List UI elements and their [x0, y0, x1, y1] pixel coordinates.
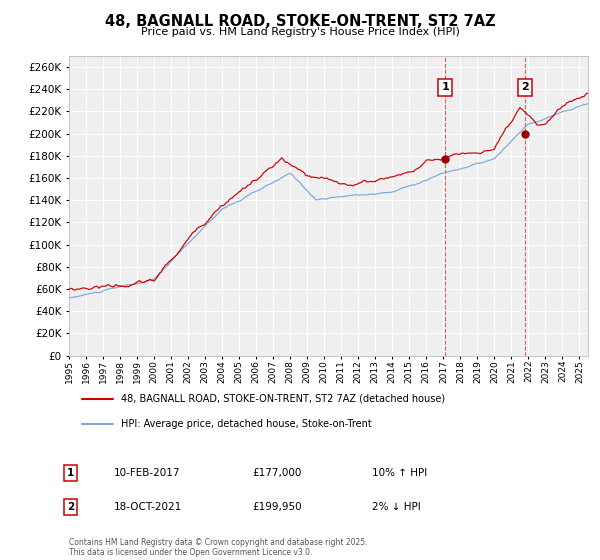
Text: 1: 1 [67, 468, 74, 478]
Text: 2: 2 [521, 82, 529, 92]
Text: £177,000: £177,000 [252, 468, 301, 478]
Text: 18-OCT-2021: 18-OCT-2021 [114, 502, 182, 512]
Text: HPI: Average price, detached house, Stoke-on-Trent: HPI: Average price, detached house, Stok… [121, 419, 371, 430]
Text: 2% ↓ HPI: 2% ↓ HPI [372, 502, 421, 512]
Text: 10% ↑ HPI: 10% ↑ HPI [372, 468, 427, 478]
Text: 48, BAGNALL ROAD, STOKE-ON-TRENT, ST2 7AZ: 48, BAGNALL ROAD, STOKE-ON-TRENT, ST2 7A… [104, 14, 496, 29]
Text: Contains HM Land Registry data © Crown copyright and database right 2025.
This d: Contains HM Land Registry data © Crown c… [69, 538, 367, 557]
Text: 48, BAGNALL ROAD, STOKE-ON-TRENT, ST2 7AZ (detached house): 48, BAGNALL ROAD, STOKE-ON-TRENT, ST2 7A… [121, 394, 445, 404]
Text: £199,950: £199,950 [252, 502, 302, 512]
Text: 2: 2 [67, 502, 74, 512]
Text: 1: 1 [442, 82, 449, 92]
Text: Price paid vs. HM Land Registry's House Price Index (HPI): Price paid vs. HM Land Registry's House … [140, 27, 460, 37]
Text: 10-FEB-2017: 10-FEB-2017 [114, 468, 181, 478]
